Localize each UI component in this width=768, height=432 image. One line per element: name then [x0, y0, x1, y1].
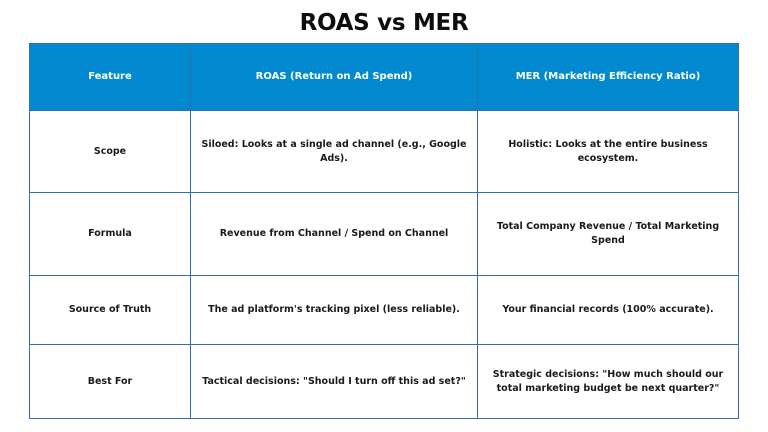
- header-mer: MER (Marketing Efficiency Ratio): [477, 43, 739, 111]
- header-feature: Feature: [29, 43, 191, 111]
- table-row: Formula Revenue from Channel / Spend on …: [29, 192, 739, 276]
- header-roas: ROAS (Return on Ad Spend): [190, 43, 478, 111]
- cell-mer: Your financial records (100% accurate).: [477, 275, 739, 345]
- cell-roas: Tactical decisions: "Should I turn off t…: [190, 344, 478, 419]
- comparison-table: Feature ROAS (Return on Ad Spend) MER (M…: [29, 43, 739, 419]
- cell-feature: Formula: [29, 192, 191, 276]
- cell-roas: The ad platform's tracking pixel (less r…: [190, 275, 478, 345]
- cell-mer: Strategic decisions: "How much should ou…: [477, 344, 739, 419]
- cell-feature: Best For: [29, 344, 191, 419]
- page-title: ROAS vs MER: [299, 10, 469, 36]
- cell-feature: Scope: [29, 110, 191, 193]
- table-row: Source of Truth The ad platform's tracki…: [29, 275, 739, 345]
- cell-mer: Holistic: Looks at the entire business e…: [477, 110, 739, 193]
- table-row: Best For Tactical decisions: "Should I t…: [29, 344, 739, 419]
- cell-roas: Revenue from Channel / Spend on Channel: [190, 192, 478, 276]
- cell-feature: Source of Truth: [29, 275, 191, 345]
- cell-roas: Siloed: Looks at a single ad channel (e.…: [190, 110, 478, 193]
- cell-mer: Total Company Revenue / Total Marketing …: [477, 192, 739, 276]
- table-header-row: Feature ROAS (Return on Ad Spend) MER (M…: [29, 43, 739, 111]
- table-row: Scope Siloed: Looks at a single ad chann…: [29, 110, 739, 193]
